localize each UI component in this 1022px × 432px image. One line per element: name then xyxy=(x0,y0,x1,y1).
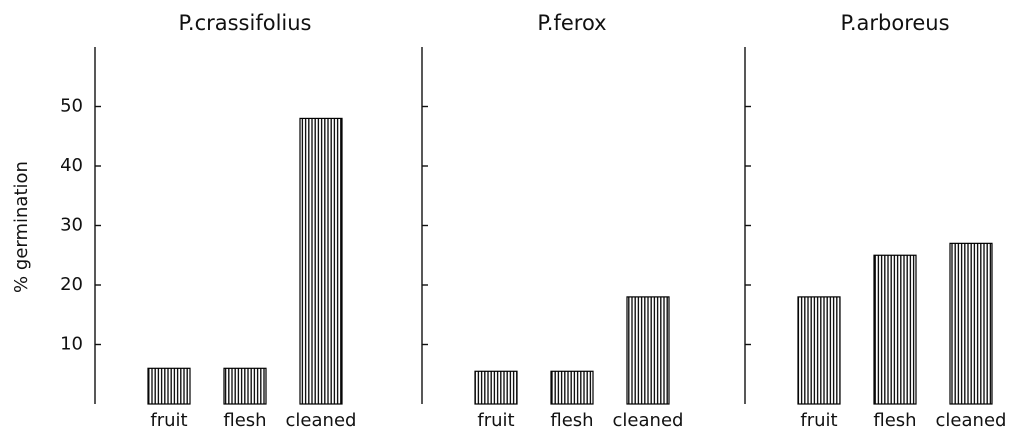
bar xyxy=(873,254,917,405)
panel-title: P.arboreus xyxy=(840,11,949,35)
bar xyxy=(949,242,993,405)
bar xyxy=(223,367,267,405)
x-tick-label: flesh xyxy=(550,410,593,431)
bar xyxy=(797,296,841,405)
x-tick-label: cleaned xyxy=(286,410,357,431)
bar xyxy=(147,367,191,405)
y-tick-label: 50 xyxy=(60,96,83,117)
y-tick-label: 10 xyxy=(60,334,83,355)
y-tick-label: 20 xyxy=(60,274,83,295)
bar xyxy=(474,370,518,405)
x-tick-label: flesh xyxy=(223,410,266,431)
panel-title: P.crassifolius xyxy=(179,11,312,35)
panel-title: P.ferox xyxy=(537,11,606,35)
bar xyxy=(299,117,343,405)
bar xyxy=(550,370,594,405)
x-tick-label: cleaned xyxy=(613,410,684,431)
y-tick-label: 40 xyxy=(60,155,83,176)
y-tick-label: 30 xyxy=(60,215,83,236)
x-tick-label: cleaned xyxy=(936,410,1007,431)
y-axis-label: % germination xyxy=(11,161,32,293)
x-tick-label: fruit xyxy=(477,410,514,431)
bar xyxy=(626,296,670,405)
x-tick-label: flesh xyxy=(873,410,916,431)
x-tick-label: fruit xyxy=(800,410,837,431)
x-tick-label: fruit xyxy=(150,410,187,431)
